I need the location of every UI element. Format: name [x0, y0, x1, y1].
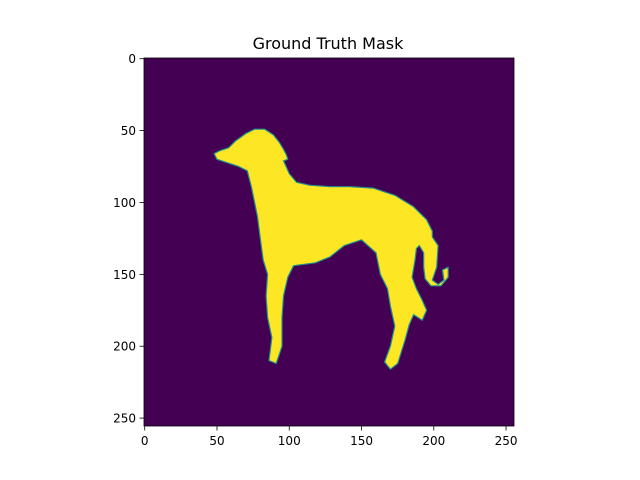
- y-tick-label: 0: [128, 52, 136, 66]
- x-tick-label: 150: [350, 434, 373, 448]
- x-tick-label: 50: [209, 434, 224, 448]
- y-tick-label: 100: [113, 196, 136, 210]
- x-tick-label: 250: [495, 434, 518, 448]
- x-tick-label: 0: [141, 434, 149, 448]
- x-tick-label: 200: [422, 434, 445, 448]
- mask-silhouette: [213, 128, 449, 370]
- chart-title: Ground Truth Mask: [253, 34, 405, 53]
- y-tick-label: 250: [113, 412, 136, 426]
- y-tick-label: 150: [113, 268, 136, 282]
- x-axis-ticks: 0 50 100 150 200 250: [141, 426, 518, 448]
- y-tick-label: 200: [113, 340, 136, 354]
- y-tick-label: 50: [121, 124, 136, 138]
- axes-frame: [143, 57, 515, 427]
- x-tick-label: 100: [278, 434, 301, 448]
- y-axis-ticks: 0 50 100 150 200 250: [113, 52, 144, 426]
- plot-area: [143, 57, 515, 427]
